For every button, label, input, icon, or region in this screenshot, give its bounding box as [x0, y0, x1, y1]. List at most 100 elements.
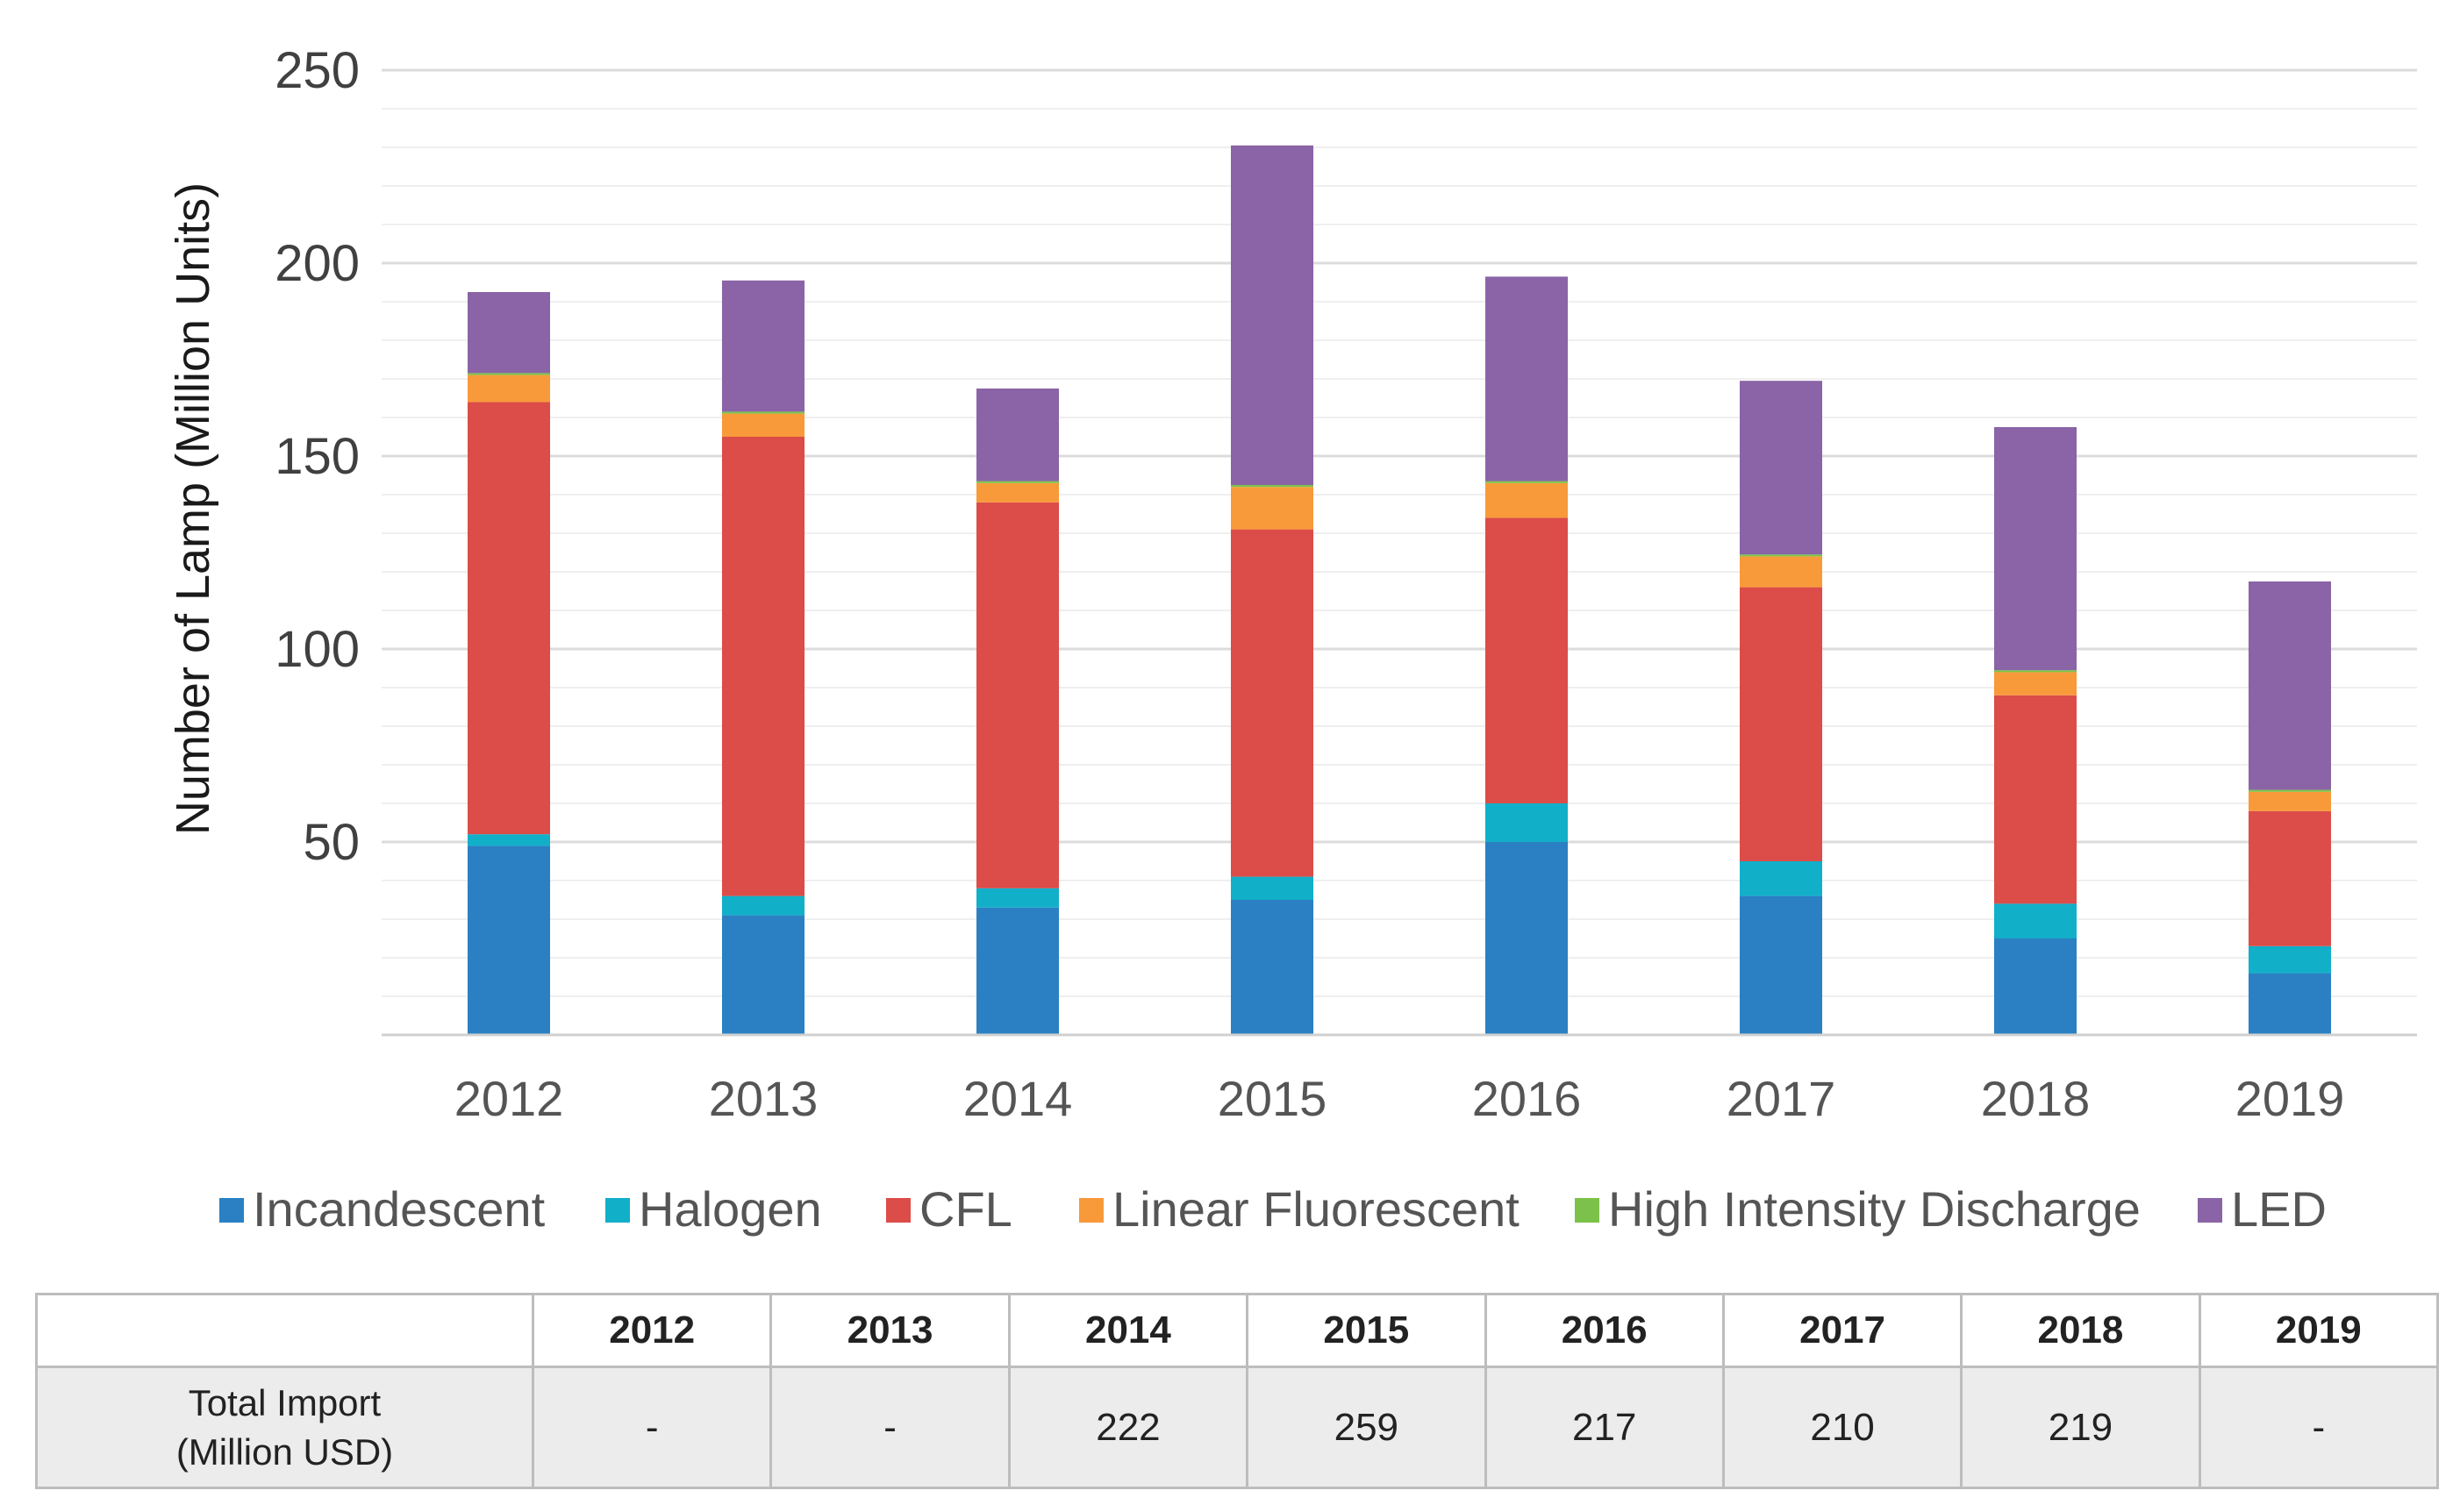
bar-segment-incandescent: [1231, 900, 1313, 1035]
bar-segment-linear-fluorescent: [976, 482, 1059, 503]
table-header-year: 2017: [1721, 1293, 1963, 1368]
bar-segment-halogen: [1231, 876, 1313, 900]
bar-segment-cfl: [976, 502, 1059, 888]
legend-item: Halogen: [605, 1181, 822, 1237]
bar-segment-halogen: [722, 895, 805, 916]
bar-stack-2015: [1231, 145, 1313, 1035]
x-axis-tick-labels: 2012 2013 2014 2015 2016 2017 2018 2019: [454, 1071, 2345, 1126]
legend-swatch: [2198, 1198, 2222, 1223]
bar-segment-linear-fluorescent: [468, 374, 550, 403]
bar-segment-cfl: [1231, 529, 1313, 877]
legend-item: CFL: [886, 1181, 1012, 1237]
bar-segment-led: [1231, 145, 1313, 486]
bar-segment-led: [1485, 276, 1568, 481]
bar-segment-halogen: [1740, 861, 1822, 896]
bar-stack-2016: [1485, 276, 1568, 1035]
legend: Incandescent Halogen CFL Linear Fluorescent…: [219, 1181, 2327, 1237]
table-header-corner: [35, 1293, 534, 1368]
bar-segment-halogen: [1994, 903, 2077, 938]
table-header-row: 2012 2013 2014 2015 2016 2017 2018 2019: [35, 1293, 2440, 1368]
bar-segment-halogen: [976, 888, 1059, 908]
legend-item: High Intensity Discharge: [1575, 1181, 2141, 1237]
legend-swatch: [219, 1198, 244, 1223]
y-tick-label: 250: [275, 42, 360, 99]
y-axis-title: Number of Lamp (Million Units): [167, 182, 219, 835]
bar-stack-2014: [976, 389, 1059, 1035]
legend-label: High Intensity Discharge: [1608, 1181, 2141, 1237]
row-label-line1: Total Import: [188, 1381, 382, 1423]
x-tick-label: 2017: [1727, 1071, 1836, 1126]
legend-item: Incandescent: [219, 1181, 546, 1237]
bar-segment-led: [468, 292, 550, 374]
x-tick-label: 2015: [1218, 1071, 1327, 1126]
table-cell: 222: [1007, 1366, 1249, 1489]
legend-swatch: [886, 1198, 911, 1223]
bar-segment-linear-fluorescent: [1994, 672, 2077, 695]
table-header-year: 2015: [1246, 1293, 1487, 1368]
legend-item: Linear Fluorescent: [1079, 1181, 1520, 1237]
bar-segment-led: [2249, 581, 2331, 790]
bar-stack-2019: [2249, 581, 2331, 1035]
y-tick-label: 200: [275, 235, 360, 292]
bar-segment-halogen: [1485, 803, 1568, 842]
table-header-year: 2018: [1960, 1293, 2201, 1368]
x-tick-label: 2018: [1981, 1071, 2091, 1126]
y-tick-label: 100: [275, 621, 360, 678]
bar-segment-high-intensity-discharge: [2249, 789, 2331, 792]
total-import-table: 2012 2013 2014 2015 2016 2017 2018 2019 …: [35, 1293, 2440, 1489]
bar-segment-led: [1994, 427, 2077, 671]
x-tick-label: 2014: [963, 1071, 1073, 1126]
bar-segment-high-intensity-discharge: [468, 373, 550, 375]
table-cell: 259: [1246, 1366, 1487, 1489]
bar-segment-cfl: [1994, 695, 2077, 904]
table-cell: -: [531, 1366, 773, 1489]
legend-label: Incandescent: [253, 1181, 546, 1237]
bar-segment-cfl: [2249, 810, 2331, 946]
x-tick-label: 2016: [1472, 1071, 1582, 1126]
row-label-line2: (Million USD): [175, 1430, 394, 1473]
minor-gridlines: [382, 108, 2417, 997]
x-tick-label: 2013: [709, 1071, 819, 1126]
table-header-year: 2019: [2198, 1293, 2440, 1368]
bar-segment-incandescent: [468, 845, 550, 1035]
legend-item: LED: [2198, 1181, 2327, 1237]
table-header-year: 2014: [1007, 1293, 1249, 1368]
bar-segment-incandescent: [1994, 938, 2077, 1035]
bar-segment-high-intensity-discharge: [1740, 554, 1822, 557]
y-axis-tick-labels: 50 100 150 200 250: [275, 42, 360, 871]
bar-segment-led: [1740, 381, 1822, 555]
legend-label: Linear Fluorescent: [1112, 1181, 1520, 1237]
table-cell: -: [2198, 1366, 2440, 1489]
bar-stack-2017: [1740, 381, 1822, 1035]
bar-stack-2012: [468, 292, 550, 1035]
y-tick-label: 150: [275, 428, 360, 485]
bar-segment-incandescent: [2249, 973, 2331, 1035]
table-row: Total Import (Million USD) - - 222 259 2…: [35, 1366, 2440, 1489]
x-tick-label: 2012: [454, 1071, 564, 1126]
bar-stacks: [468, 145, 2331, 1035]
bar-segment-linear-fluorescent: [1485, 482, 1568, 518]
table-row-label: Total Import (Million USD): [35, 1366, 534, 1489]
bar-segment-halogen: [468, 834, 550, 846]
bar-segment-incandescent: [1740, 895, 1822, 1035]
table-header-year: 2013: [769, 1293, 1011, 1368]
x-tick-label: 2019: [2235, 1071, 2345, 1126]
table-header-year: 2012: [531, 1293, 773, 1368]
table-cell: -: [769, 1366, 1011, 1489]
bar-segment-led: [722, 280, 805, 412]
bar-stack-2018: [1994, 427, 2077, 1035]
bar-segment-cfl: [468, 402, 550, 835]
legend-swatch: [1079, 1198, 1104, 1223]
table-cell: 210: [1721, 1366, 1963, 1489]
bar-segment-high-intensity-discharge: [722, 411, 805, 414]
table-header-year: 2016: [1484, 1293, 1725, 1368]
bar-segment-linear-fluorescent: [2249, 791, 2331, 811]
legend-swatch: [1575, 1198, 1599, 1223]
bar-segment-linear-fluorescent: [1740, 556, 1822, 588]
table-cell: 219: [1960, 1366, 2201, 1489]
bar-segment-cfl: [722, 437, 805, 896]
legend-swatch: [605, 1198, 630, 1223]
bar-segment-high-intensity-discharge: [1231, 485, 1313, 488]
table-cell: 217: [1484, 1366, 1725, 1489]
